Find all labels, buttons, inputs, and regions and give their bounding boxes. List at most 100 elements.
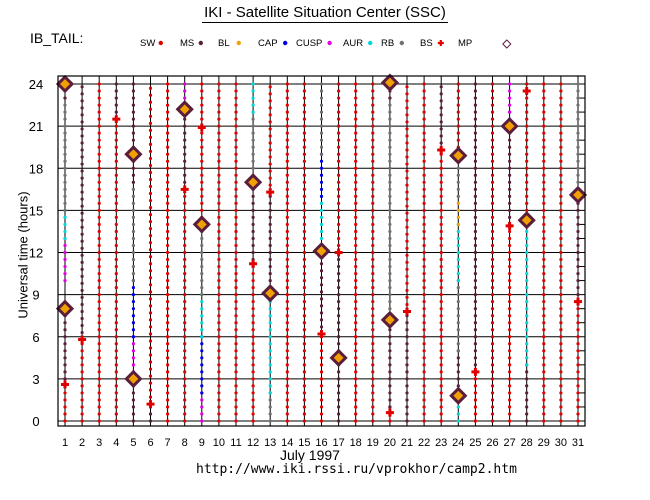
region-point-sw (508, 405, 512, 409)
region-point-sw (217, 194, 221, 198)
region-point-sw (114, 384, 118, 388)
region-point-sw (285, 412, 289, 416)
region-point-sw (114, 363, 118, 367)
region-point-ms (337, 321, 341, 325)
region-point-rb (131, 243, 135, 248)
region-point-sw (217, 166, 221, 170)
region-point-rb (131, 229, 135, 234)
region-point-sw (148, 346, 153, 350)
region-point-sw (559, 335, 563, 339)
region-point-ms (268, 236, 272, 241)
region-point-sw (114, 124, 118, 128)
region-point-sw (473, 412, 477, 416)
region-point-sw (251, 363, 255, 367)
region-point-sw (285, 271, 289, 276)
page-title-text: IKI - Satellite Situation Center (SSC) (202, 4, 448, 23)
region-point-ms (63, 321, 67, 325)
region-point-sw (508, 384, 512, 388)
region-point-sw (166, 124, 170, 128)
region-point-sw (354, 194, 358, 198)
region-point-sw (97, 96, 101, 100)
y-tick-label-12: 12 (29, 246, 43, 261)
region-point-sw (559, 321, 563, 325)
region-point-sw (490, 194, 495, 198)
region-point-sw (559, 124, 563, 128)
region-point-aur (456, 271, 460, 276)
region-point-sw (337, 152, 341, 156)
region-point-ms (268, 243, 272, 248)
region-point-aur (319, 201, 324, 205)
region-point-sw (217, 145, 221, 149)
region-point-sw (508, 300, 512, 304)
region-point-sw (422, 271, 426, 276)
region-point-cap (200, 377, 204, 381)
region-point-sw (302, 173, 306, 177)
region-point-sw (439, 264, 443, 269)
region-point-cusp (131, 342, 135, 346)
region-point-rb (456, 180, 460, 184)
bs-crossing (266, 188, 275, 197)
region-point-sw (354, 370, 358, 374)
region-point-rb (576, 159, 580, 163)
region-point-sw (508, 257, 512, 262)
region-point-sw (542, 166, 546, 170)
y-tick-label-18: 18 (29, 161, 43, 176)
region-label: IB_TAIL: (30, 30, 84, 46)
region-point-sw (422, 412, 426, 416)
region-point-sw (405, 99, 409, 103)
region-point-sw (114, 286, 118, 290)
region-point-rb (200, 271, 204, 276)
y-tick-label-3: 3 (32, 372, 39, 387)
region-point-ms (80, 155, 84, 159)
region-point-sw (525, 201, 529, 205)
region-point-sw (148, 135, 153, 139)
region-point-sw (114, 201, 118, 205)
region-point-sw (285, 391, 289, 395)
region-point-ms (388, 377, 392, 381)
region-point-rb (388, 208, 392, 212)
region-point-sw (542, 201, 546, 205)
region-point-sw (234, 145, 238, 149)
region-point-sw (405, 218, 409, 222)
region-point-sw (285, 243, 289, 248)
region-point-sw (542, 222, 546, 227)
region-point-ms (405, 321, 409, 325)
region-point-ms (80, 106, 84, 110)
region-point-aur (200, 328, 204, 332)
region-point-sw (251, 271, 255, 276)
region-point-sw (268, 162, 272, 166)
region-point-sw (234, 391, 238, 395)
region-point-sw (97, 236, 101, 241)
region-point-ms (473, 243, 477, 248)
region-point-sw (200, 117, 204, 121)
region-point-sw (542, 257, 546, 262)
region-point-sw (559, 391, 563, 395)
region-point-ms (576, 250, 580, 255)
region-point-ms (131, 110, 135, 114)
region-point-sw (490, 349, 495, 353)
region-point-ms (508, 215, 512, 219)
region-point-ms (388, 405, 392, 409)
region-point-sw (405, 288, 409, 293)
region-point-sw (183, 300, 187, 304)
region-point-sw (234, 152, 238, 156)
region-point-ms (576, 264, 580, 269)
region-point-sw (473, 384, 477, 388)
region-point-sw (166, 250, 170, 255)
x-tick-label-22: 22 (418, 437, 430, 449)
region-point-ms (405, 356, 409, 360)
region-point-sw (490, 173, 495, 177)
region-point-sw (405, 225, 409, 229)
region-point-sw (490, 82, 495, 86)
region-point-sw (183, 250, 187, 255)
region-point-rb (576, 124, 580, 128)
mp-crossing (568, 185, 588, 205)
x-tick-label-2: 2 (79, 437, 85, 449)
region-point-ms (268, 229, 272, 234)
region-point-rb (63, 131, 67, 135)
region-point-sw (388, 419, 392, 423)
region-point-sw (80, 384, 84, 388)
region-point-sw (542, 293, 546, 297)
region-point-sw (234, 363, 238, 367)
region-point-rb (63, 117, 67, 121)
